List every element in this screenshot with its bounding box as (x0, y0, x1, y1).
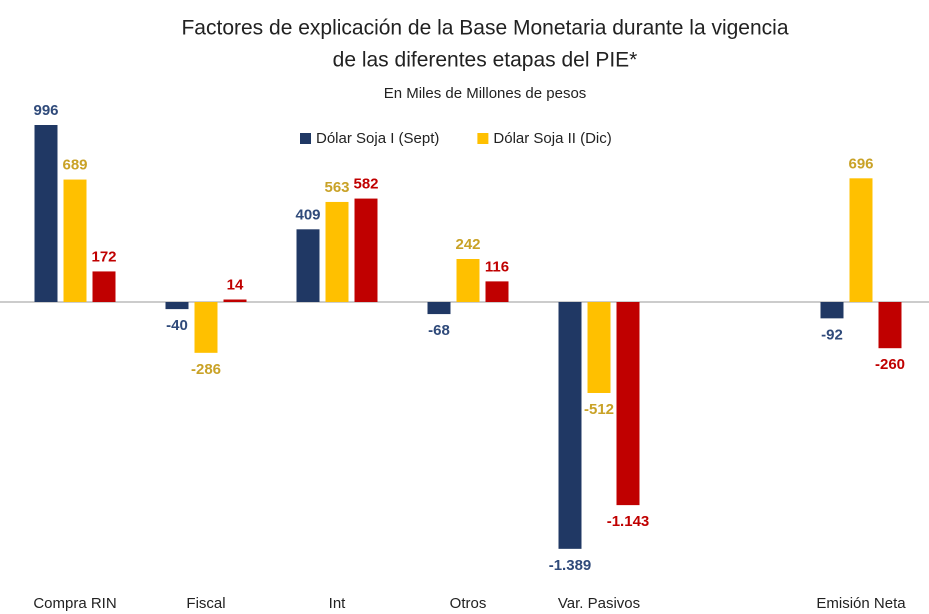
legend-label: Dólar Soja II (Dic) (493, 130, 611, 147)
value-label: 582 (353, 176, 378, 193)
value-label: 689 (62, 157, 87, 174)
value-label: -40 (166, 317, 188, 334)
x-tick-label: Var. Pasivos (558, 595, 640, 612)
value-label: 116 (485, 258, 509, 275)
chart-title: de las diferentes etapas del PIE* (333, 49, 638, 72)
value-label: -286 (191, 361, 221, 378)
value-label: 996 (33, 102, 58, 119)
bar (558, 302, 582, 549)
value-label: -260 (875, 356, 905, 373)
value-label: 563 (324, 179, 349, 196)
bar (354, 198, 378, 302)
x-tick-label: Compra RIN (33, 595, 116, 612)
value-label: 14 (227, 276, 244, 293)
value-label: -512 (584, 401, 614, 418)
x-tick-label: Fiscal (186, 595, 225, 612)
value-label: 696 (848, 155, 873, 172)
legend-swatch (477, 133, 489, 144)
bar (92, 271, 116, 302)
bar (34, 125, 58, 302)
bar (616, 302, 640, 506)
legend-swatch (300, 133, 311, 144)
bar (63, 179, 87, 302)
value-label: 242 (455, 236, 480, 253)
bar (165, 302, 189, 310)
bar (223, 299, 247, 302)
x-tick-label: Emisión Neta (816, 595, 906, 612)
bar (485, 281, 509, 302)
bar (296, 229, 320, 302)
value-label: 172 (91, 248, 116, 265)
x-tick-label: Int (329, 595, 347, 612)
x-tick-label: Otros (450, 595, 487, 612)
chart-subtitle: En Miles de Millones de pesos (384, 85, 587, 102)
bar (325, 201, 349, 302)
value-label: -92 (821, 326, 843, 343)
bar (587, 302, 611, 393)
bar (849, 178, 873, 302)
value-label: -68 (428, 322, 450, 339)
value-label: -1.143 (607, 513, 650, 530)
value-label: -1.389 (549, 557, 592, 574)
bar (427, 302, 451, 315)
legend-label: Dólar Soja I (Sept) (316, 130, 439, 147)
bar (878, 302, 902, 349)
bar (820, 302, 844, 319)
bar (194, 302, 218, 353)
chart-title: Factores de explicación de la Base Monet… (181, 17, 788, 40)
value-label: 409 (295, 206, 320, 223)
bar (456, 258, 480, 302)
